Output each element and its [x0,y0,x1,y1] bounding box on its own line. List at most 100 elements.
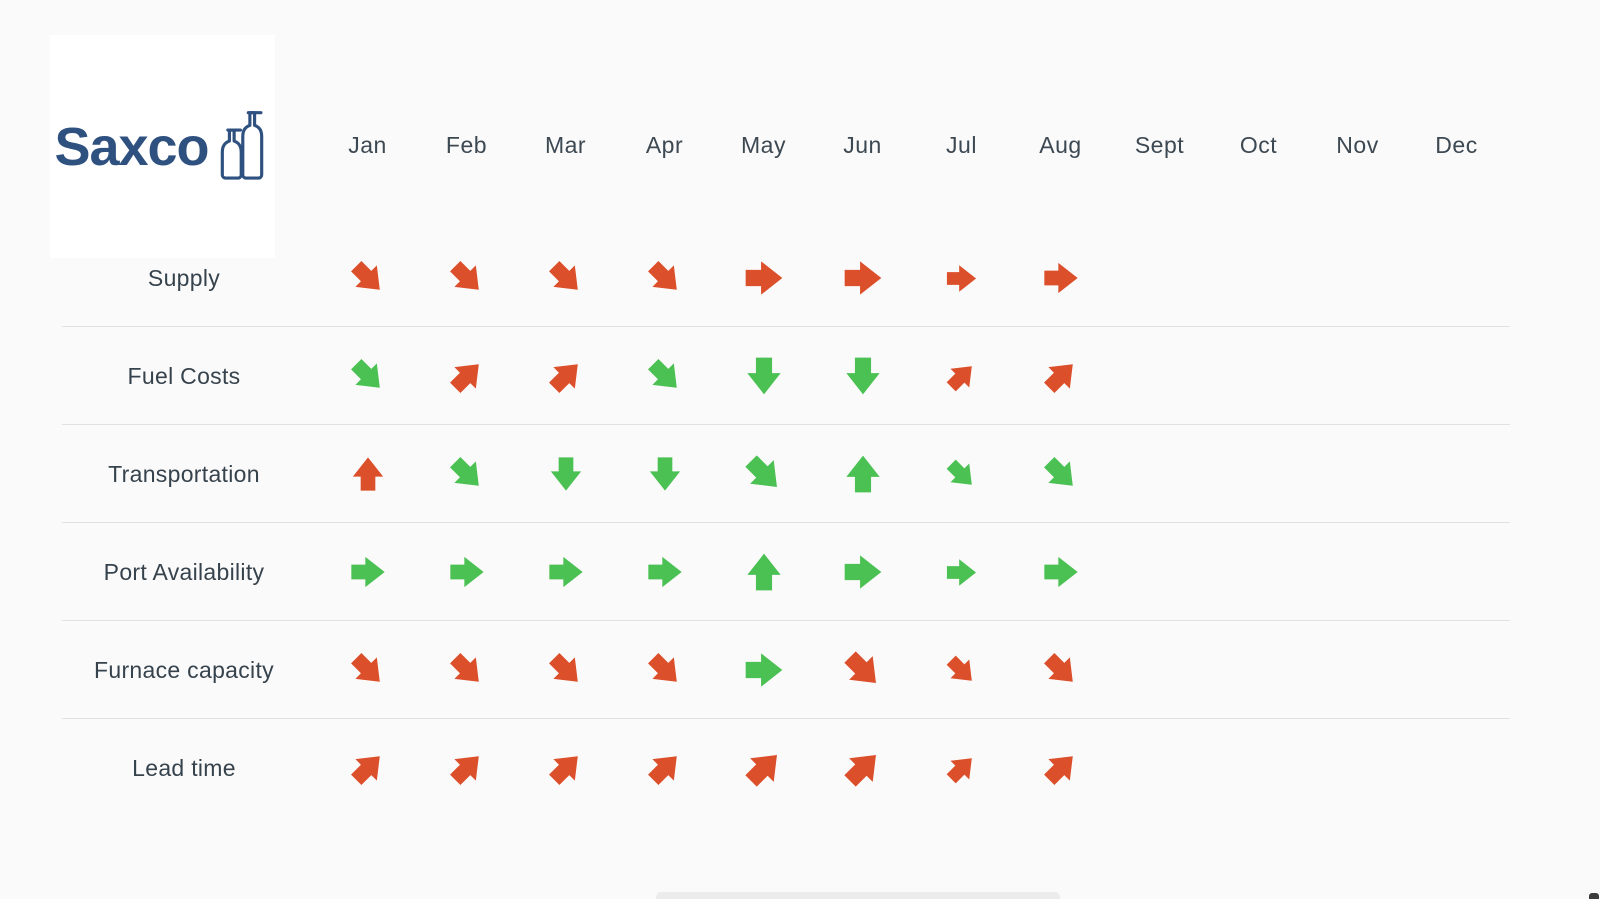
saxco-logo: Saxco [54,110,270,182]
trend-cell [417,523,516,621]
row-label: Transportation [108,460,260,487]
month-header-feb: Feb [445,131,488,158]
arrow-diagonal-up-icon [548,756,578,785]
arrow-diagonal-down-icon [548,261,578,290]
arrow-diagonal-down-icon [843,651,876,683]
trend-cell [1308,621,1407,719]
arrow-diagonal-down-icon [548,653,578,682]
trend-cell [417,229,516,327]
trend-cell [1209,719,1308,817]
trend-cell [318,621,417,719]
arrow-down-icon [845,357,880,395]
month-header-aug: Aug [1039,131,1082,158]
arrow-diagonal-down-icon [946,459,972,485]
trend-cell [417,719,516,817]
month-header-sept: Sept [1134,131,1185,158]
arrow-up-icon [352,457,383,491]
trend-cell [516,621,615,719]
trend-cell [714,327,813,425]
arrow-diagonal-up-icon [350,756,380,785]
trend-cell [1308,523,1407,621]
month-header-dec: Dec [1435,131,1478,158]
table-row: Transportation [50,425,1510,523]
trend-cell [516,327,615,425]
trend-cell [912,523,1011,621]
table-row: Supply [50,229,1510,327]
month-header-oct: Oct [1239,131,1278,158]
arrow-diagonal-down-icon [1043,457,1073,486]
trend-cell [318,719,417,817]
trend-cell [813,327,912,425]
month-header-jan: Jan [348,131,387,158]
trend-cell [1110,425,1209,523]
arrow-diagonal-down-icon [350,261,380,290]
trend-cell [1110,229,1209,327]
arrow-right-icon [745,261,782,295]
trend-cell [813,229,912,327]
arrow-right-icon [1043,556,1078,588]
row-label: Supply [147,264,221,291]
arrow-diagonal-up-icon [1043,756,1073,785]
arrow-diagonal-down-icon [946,655,972,681]
arrow-down-icon [649,457,680,491]
trend-cell [318,229,417,327]
trend-cell [1110,621,1209,719]
trend-cell [1308,425,1407,523]
arrow-right-icon [844,261,881,295]
trend-cell [1209,523,1308,621]
month-header-jul: Jul [946,131,977,158]
trend-cell [813,523,912,621]
trend-cell [1308,229,1407,327]
arrow-right-icon [745,653,782,687]
arrow-right-icon [946,264,977,292]
trend-cell [1407,229,1506,327]
table-row: Port Availability [50,523,1510,621]
trend-cell [1209,229,1308,327]
month-header-may: May [741,131,786,158]
two-bottles-icon [220,110,263,180]
trend-cell [1011,621,1110,719]
arrow-up-icon [746,553,781,591]
trend-cell [516,229,615,327]
trend-cell [615,425,714,523]
trend-cell [714,621,813,719]
row-label: Furnace capacity [94,656,274,683]
month-header-apr: Apr [645,131,684,158]
trend-cell [1407,621,1506,719]
month-header-jun: Jun [843,131,882,158]
trend-cell [912,425,1011,523]
table-row: Furnace capacity [50,621,1510,719]
trend-cell [1407,719,1506,817]
arrow-down-icon [746,357,781,395]
arrow-diagonal-down-icon [449,457,479,486]
trend-cell [516,719,615,817]
trend-cell [516,523,615,621]
trend-cell [1407,523,1506,621]
bottom-progress-bar [656,892,1060,899]
arrow-diagonal-up-icon [744,755,777,787]
trend-cell [813,425,912,523]
table-row: Lead time [50,719,1510,817]
arrow-diagonal-down-icon [744,455,777,487]
arrow-diagonal-down-icon [647,261,677,290]
trend-cell [1209,327,1308,425]
trend-cell [813,719,912,817]
trend-cell [615,327,714,425]
arrow-right-icon [1043,262,1078,294]
arrow-diagonal-up-icon [1043,364,1073,393]
trend-cell [516,425,615,523]
trend-cell [1110,523,1209,621]
row-label: Lead time [132,754,236,781]
trend-cell [714,425,813,523]
trend-cell [714,523,813,621]
trend-cell [318,425,417,523]
trend-cell [813,621,912,719]
trend-cell [1011,523,1110,621]
arrow-diagonal-up-icon [946,365,972,391]
trend-cell [1308,719,1407,817]
arrow-diagonal-down-icon [350,359,380,388]
arrow-diagonal-down-icon [647,359,677,388]
arrow-right-icon [449,556,484,588]
trend-cell [1011,719,1110,817]
